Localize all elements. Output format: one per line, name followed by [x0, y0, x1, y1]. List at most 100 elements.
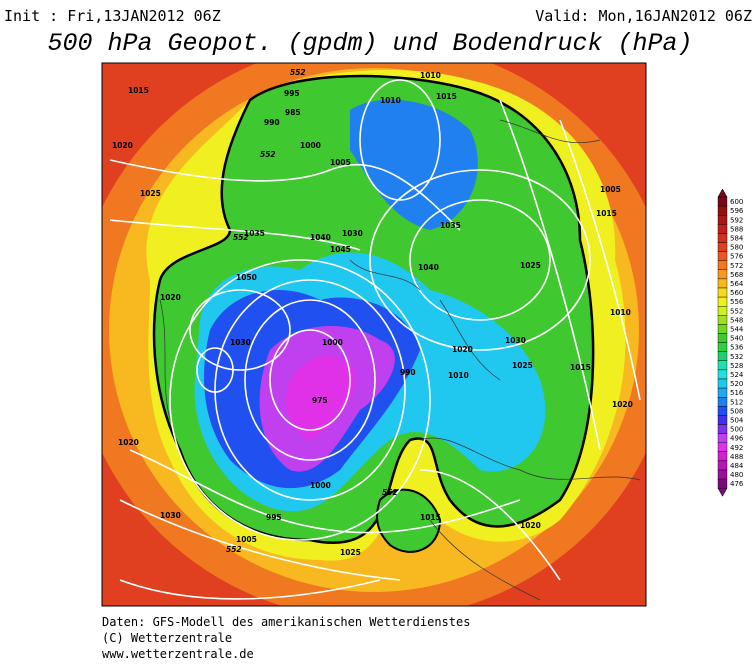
isobar-label: 1015 [570, 363, 591, 372]
isobar-label: 995 [284, 89, 300, 98]
colorbar-label: 508 [730, 407, 743, 415]
isobar-label: 1000 [300, 141, 321, 150]
colorbar-label: 572 [730, 262, 743, 270]
colorbar-label: 532 [730, 353, 743, 361]
colorbar-label: 560 [730, 289, 743, 297]
colorbar-swatch [717, 351, 728, 362]
colorbar-label: 500 [730, 426, 743, 434]
colorbar-swatch [717, 242, 728, 252]
colorbar-swatch [717, 442, 728, 453]
isobar-label: 1040 [310, 233, 331, 242]
isobar-label: 1005 [330, 158, 351, 167]
colorbar-label: 496 [730, 435, 744, 443]
colorbar-label: 536 [730, 344, 744, 352]
colorbar-swatch [717, 278, 728, 289]
isobar-label: 1000 [310, 481, 331, 490]
isobar-label: 1010 [610, 308, 631, 317]
map-frame [101, 62, 647, 607]
isobar-label: 1015 [420, 513, 441, 522]
isobar-label: 1020 [160, 293, 181, 302]
isobar-label: 1015 [128, 86, 149, 95]
isobar-label: 1005 [236, 535, 257, 544]
colorbar-swatch [717, 205, 728, 216]
colorbar-swatch [717, 224, 728, 234]
isobar-label: 1040 [418, 263, 439, 272]
isobar-label: 1020 [118, 438, 139, 447]
colorbar-label: 588 [730, 225, 743, 233]
isobar-label: 1015 [436, 92, 457, 101]
colorbar-swatch [717, 397, 728, 407]
colorbar-label: 524 [730, 371, 744, 379]
colorbar-swatch [717, 433, 728, 443]
isobar-label: 1035 [244, 229, 265, 238]
contour-label: 552 [260, 150, 276, 159]
isobar-label: 1035 [440, 221, 461, 230]
isobar-label: 1025 [340, 548, 361, 557]
colorbar-label: 576 [730, 253, 744, 261]
colorbar-swatch [717, 369, 728, 380]
colorbar-swatch [717, 324, 728, 334]
colorbar-cap [717, 487, 728, 497]
colorbar-label: 592 [730, 216, 743, 224]
isobar-label: 990 [264, 118, 280, 127]
colorbar-swatch [717, 424, 728, 434]
colorbar-swatch [717, 260, 728, 271]
isobar-label: 1045 [330, 245, 351, 254]
colorbar-label: 556 [730, 298, 744, 306]
colorbar-swatch [717, 378, 728, 389]
colorbar-label: 492 [730, 444, 743, 452]
colorbar-label: 584 [730, 234, 744, 242]
field-magenta [286, 356, 356, 440]
isobar-label: 1030 [342, 229, 363, 238]
isobar-label: 1020 [520, 521, 541, 530]
colorbar-label: 596 [730, 207, 744, 215]
colorbar-label: 480 [730, 471, 743, 479]
field-green-south [376, 488, 442, 553]
footer-line: Daten: GFS-Modell des amerikanischen Wet… [102, 615, 470, 629]
isobars [109, 79, 641, 600]
footer-line: (C) Wetterzentrale [102, 631, 232, 645]
isobar-label: 1005 [600, 185, 621, 194]
isobar-label: 1030 [230, 338, 251, 347]
colorbar-label: 552 [730, 307, 743, 315]
isobar-label: 1010 [380, 96, 401, 105]
colorbar-swatch [717, 415, 728, 425]
isobar-label: 1050 [236, 273, 257, 282]
colorbar-label: 488 [730, 453, 743, 461]
contour-label: 552 [226, 545, 242, 554]
colorbar-label: 580 [730, 244, 743, 252]
colorbar-swatch [717, 360, 728, 371]
isobar-label: 1025 [512, 361, 533, 370]
contour-label: 552 [382, 488, 398, 497]
colorbar-swatch [717, 214, 728, 225]
isobar-label: 985 [285, 108, 301, 117]
colorbar-label: 548 [730, 316, 743, 324]
field-blue-north [350, 99, 478, 230]
isobar-label: 1030 [505, 336, 526, 345]
isobar-label: 1010 [420, 71, 441, 80]
contour-label: 552 [290, 68, 306, 77]
contour-label: 552 [233, 233, 249, 242]
colorbar-swatch [717, 269, 728, 280]
colorbar-label: 516 [730, 389, 744, 397]
init-time: Init : Fri,13JAN2012 06Z [4, 7, 221, 25]
isobar-label: 975 [312, 396, 328, 405]
map-field [102, 63, 646, 606]
colorbar-label: 540 [730, 335, 743, 343]
colorbar-label: 512 [730, 398, 743, 406]
colorbar-cap [717, 188, 728, 198]
valid-time: Valid: Mon,16JAN2012 06Z [535, 7, 752, 25]
colorbar-swatch [717, 469, 728, 480]
isobar-label: 1020 [452, 345, 473, 354]
colorbar-swatch [717, 460, 728, 471]
colorbar-swatch [717, 406, 728, 416]
colorbar-swatch [717, 251, 728, 261]
colorbar-swatch [717, 333, 728, 343]
colorbar-swatch [717, 287, 728, 298]
isobar-label: 1015 [596, 209, 617, 218]
colorbar-label: 484 [730, 462, 744, 470]
colorbar-swatch [717, 478, 728, 489]
colorbar-label: 568 [730, 271, 743, 279]
colorbar-label: 528 [730, 362, 743, 370]
